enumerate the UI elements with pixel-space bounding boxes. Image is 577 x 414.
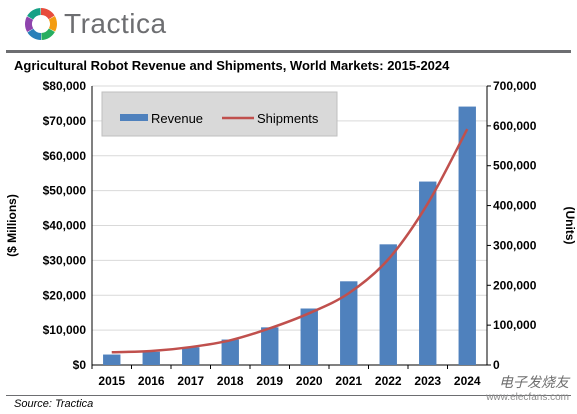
revenue-bar (340, 281, 358, 365)
x-tick-label: 2018 (217, 374, 244, 388)
x-tick-label: 2022 (375, 374, 402, 388)
x-tick-label: 2023 (414, 374, 441, 388)
revenue-bar (458, 106, 476, 366)
legend-revenue-label: Revenue (151, 111, 203, 126)
y-axis-title: ($ Millions) (5, 194, 19, 257)
logo-segment (27, 8, 41, 20)
x-tick-label: 2019 (256, 374, 283, 388)
y2-tick-label: 100,000 (493, 318, 537, 332)
x-tick-label: 2020 (296, 374, 323, 388)
brand-logo: Tractica (24, 4, 167, 44)
brand-name: Tractica (64, 8, 167, 39)
y-tick-label: $80,000 (43, 79, 87, 93)
revenue-bar (103, 354, 121, 365)
y2-tick-label: 700,000 (493, 79, 537, 93)
revenue-bar (419, 181, 437, 365)
x-tick-label: 2021 (335, 374, 362, 388)
y2-tick-label: 600,000 (493, 119, 537, 133)
revenue-bar (300, 308, 318, 365)
y2-axis-title: (Units) (563, 207, 577, 245)
header-divider (6, 50, 571, 53)
x-tick-label: 2017 (177, 374, 204, 388)
tractica-logo-icon (25, 8, 57, 40)
y-tick-label: $70,000 (43, 114, 87, 128)
y-tick-label: $40,000 (43, 219, 87, 233)
x-tick-label: 2016 (138, 374, 165, 388)
y-tick-label: $60,000 (43, 149, 87, 163)
legend: Revenue Shipments (101, 91, 338, 137)
y2-tick-label: 400,000 (493, 199, 537, 213)
y2-tick-label: 500,000 (493, 159, 537, 173)
y-tick-label: $0 (73, 358, 87, 372)
revenue-bar (182, 347, 200, 365)
x-tick-label: 2024 (454, 374, 481, 388)
combo-chart: $0 $10,000 $20,000 $30,000 $40,000 $50,000 $60… (5, 79, 577, 388)
chart-title: Agricultural Robot Revenue and Shipments… (14, 58, 450, 73)
footer-divider (6, 395, 571, 396)
x-tick-label: 2015 (98, 374, 125, 388)
source-note: Source: Tractica (14, 398, 94, 410)
y2-tick-label: 300,000 (493, 238, 537, 252)
y-tick-label: $10,000 (43, 323, 87, 337)
y2-tick-label: 0 (493, 358, 500, 372)
y-tick-label: $20,000 (43, 288, 87, 302)
logo-segment (48, 16, 57, 32)
revenue-bar (221, 339, 239, 365)
y-tick-label: $50,000 (43, 184, 87, 198)
revenue-bar (261, 327, 279, 365)
legend-revenue-swatch (120, 114, 148, 121)
y2-tick-label: 200,000 (493, 278, 537, 292)
logo-segment (41, 8, 55, 20)
shipments-line (111, 128, 469, 354)
legend-shipments-label: Shipments (257, 111, 319, 126)
logo-segment (25, 16, 34, 32)
logo-segment (27, 28, 41, 40)
y-tick-label: $30,000 (43, 253, 87, 267)
revenue-bar (142, 351, 160, 365)
revenue-bar (379, 244, 397, 365)
logo-segment (41, 28, 55, 40)
